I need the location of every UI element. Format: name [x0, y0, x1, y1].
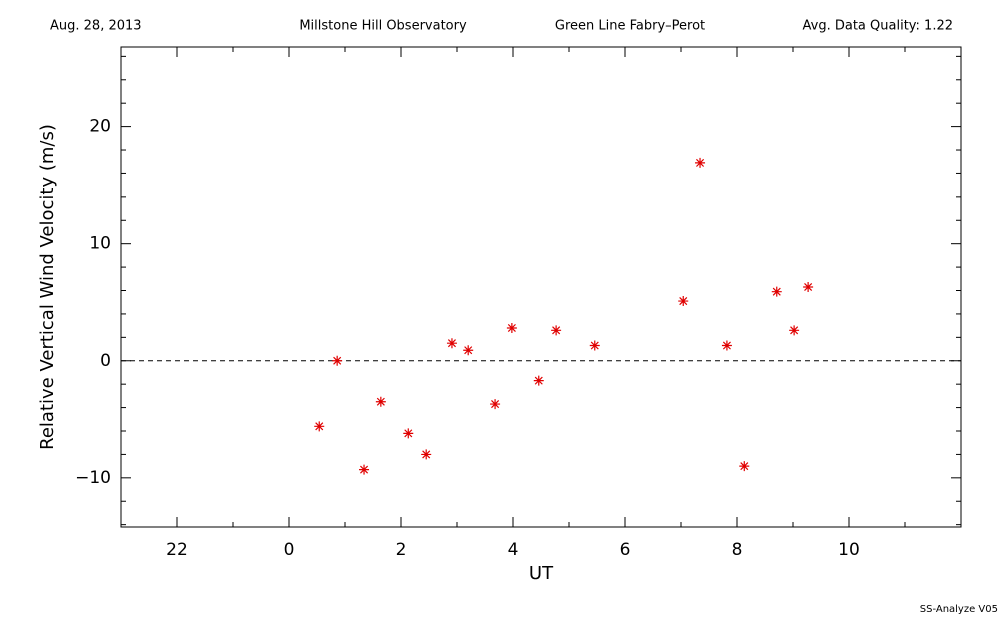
x-tick-label: 2 — [396, 540, 407, 560]
y-tick-label: 10 — [89, 234, 111, 254]
x-tick-label: 6 — [620, 540, 631, 560]
point — [332, 355, 343, 366]
x-axis-label: UT — [529, 563, 554, 584]
x-tick-label: 8 — [732, 540, 743, 560]
quality: Avg. Data Quality: 1.22 — [803, 19, 953, 34]
y-tick-label: −10 — [75, 468, 111, 488]
point — [446, 338, 457, 349]
y-tick-label: 20 — [89, 117, 111, 137]
site: Millstone Hill Observatory — [299, 19, 467, 34]
point — [589, 340, 600, 351]
x-tick-label: 10 — [838, 540, 860, 560]
point — [506, 322, 517, 333]
point — [463, 345, 474, 356]
plot-frame — [120, 46, 962, 528]
point — [771, 286, 782, 297]
point — [533, 375, 544, 386]
footer: SS-Analyze V05 — [920, 604, 998, 615]
x-tick-label: 22 — [166, 540, 188, 560]
x-tick-label: 4 — [508, 540, 519, 560]
point — [421, 449, 432, 460]
point — [359, 464, 370, 475]
point — [721, 340, 732, 351]
point — [375, 396, 386, 407]
date: Aug. 28, 2013 — [50, 19, 142, 34]
point — [403, 428, 414, 439]
point — [314, 421, 325, 432]
point — [803, 282, 814, 292]
point — [789, 325, 800, 336]
point — [739, 461, 750, 472]
y-axis-label: Relative Vertical Wind Velocity (m/s) — [37, 124, 58, 450]
point — [695, 157, 706, 168]
point — [678, 296, 689, 307]
y-tick-label: 0 — [100, 351, 111, 371]
instrument: Green Line Fabry–Perot — [555, 19, 705, 34]
x-tick-label: 0 — [284, 540, 295, 560]
point — [490, 399, 501, 410]
point — [551, 325, 562, 336]
